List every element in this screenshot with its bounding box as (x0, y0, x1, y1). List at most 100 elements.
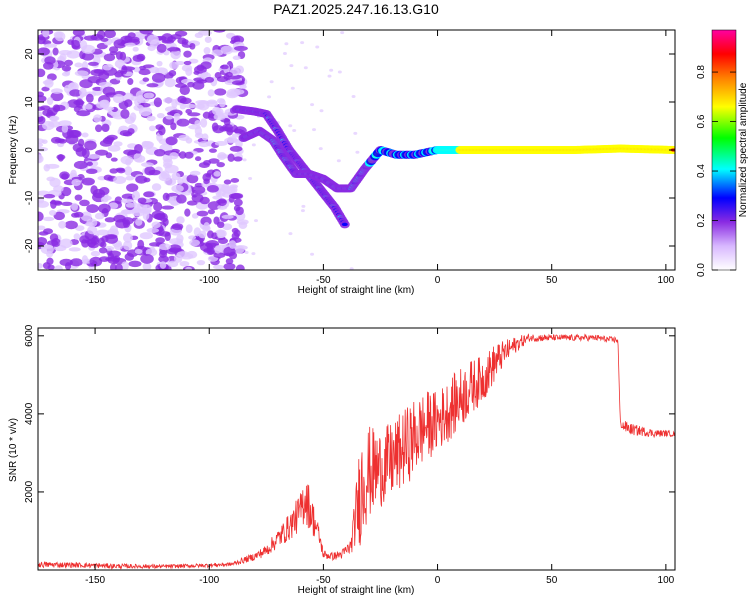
heatmap-cell (207, 89, 215, 97)
heatmap-cell (142, 262, 152, 270)
heatmap-cell (132, 46, 139, 52)
heatmap-cell (92, 86, 103, 91)
heatmap-cell (131, 190, 141, 201)
heatmap-cell (146, 227, 160, 233)
heatmap-cell (195, 99, 209, 105)
heatmap-cell (151, 183, 162, 191)
heatmap-cell (113, 141, 123, 147)
heatmap-cell (81, 148, 90, 159)
heatmap-cell (71, 178, 81, 187)
heatmap-cell (229, 145, 243, 152)
heatmap-cell (83, 35, 98, 41)
heatmap-cell (223, 179, 232, 185)
heatmap-cell (196, 260, 206, 266)
heatmap-cell (121, 261, 129, 270)
heatmap-cell (165, 115, 174, 120)
heatmap-cell (233, 156, 243, 162)
heatmap-cell (148, 169, 161, 176)
heatmap-cell (51, 88, 63, 94)
heatmap-cell (177, 177, 184, 185)
heatmap-cell (128, 260, 142, 268)
heatmap-cell (68, 247, 81, 252)
heatmap-cell (225, 258, 234, 265)
heatmap-cell (220, 45, 234, 55)
heatmap-cell (103, 174, 113, 181)
heatmap-cell (80, 211, 92, 222)
heatmap-cell (115, 51, 123, 60)
heatmap-cell (194, 156, 202, 162)
heatmap-cell (300, 209, 305, 213)
heatmap-cell (38, 142, 44, 148)
heatmap-cell (105, 234, 119, 244)
heatmap-cell (86, 218, 98, 228)
heatmap-cell (214, 245, 222, 254)
heatmap-cell (329, 68, 334, 72)
heatmap-cell (267, 95, 272, 99)
heatmap-cell (149, 66, 160, 74)
colorbar-gradient (711, 29, 737, 271)
heatmap-cell (126, 183, 139, 192)
heatmap-cell (349, 267, 354, 270)
spectrogram-x-axis-label: Height of straight line (km) (298, 285, 415, 296)
heatmap-cell (54, 31, 66, 42)
heatmap-cell (217, 237, 229, 244)
heatmap-cell (251, 252, 256, 256)
heatmap-cell (176, 251, 190, 258)
heatmap-cell (146, 115, 156, 122)
heatmap-cell (196, 210, 209, 217)
heatmap-cell (196, 79, 208, 84)
heatmap-cell (168, 244, 182, 253)
heatmap-cell (73, 160, 88, 170)
heatmap-cell (153, 202, 163, 212)
heatmap-cell (234, 126, 247, 136)
heatmap-cell (52, 47, 59, 56)
colorbar-tick-label: 0.8 (696, 65, 707, 79)
heatmap-cell (98, 71, 110, 80)
heatmap-cell (53, 211, 65, 221)
heatmap-cell (188, 235, 197, 240)
heatmap-cell (38, 68, 46, 78)
heatmap-cell (203, 47, 211, 55)
heatmap-cell (199, 196, 210, 205)
heatmap-cell (107, 145, 121, 152)
heatmap-cell (69, 258, 83, 267)
snr-y-ticks: 2000 4000 6000 (24, 324, 675, 503)
heatmap-cell (235, 264, 245, 270)
heatmap-cell (155, 213, 165, 221)
heatmap-cell (64, 59, 73, 67)
heatmap-cell (156, 43, 167, 53)
heatmap-cell (44, 43, 58, 48)
heatmap-cell (85, 168, 98, 175)
heatmap-cell (170, 200, 179, 206)
heatmap-cell (49, 200, 63, 205)
spectrogram-x-ticks: -150 -100 -50 0 50 100 (85, 30, 675, 286)
heatmap-cell (108, 46, 119, 53)
heatmap-cell (133, 104, 144, 111)
heatmap-cell (151, 72, 166, 83)
heatmap-cell (207, 209, 215, 215)
heatmap-cell (194, 132, 204, 139)
heatmap-cell (96, 229, 110, 236)
heatmap-cell (42, 30, 50, 38)
heatmap-cell (204, 76, 215, 83)
heatmap-cell (96, 30, 106, 40)
heatmap-cell (133, 152, 143, 162)
heatmap-cell (114, 59, 126, 69)
heatmap-cell (184, 103, 197, 109)
heatmap-cell (90, 250, 101, 257)
heatmap-cell (142, 77, 150, 82)
heatmap-cell (86, 204, 99, 213)
heatmap-cell (153, 97, 162, 108)
heatmap-cell (44, 78, 54, 89)
heatmap-cell (61, 201, 73, 207)
heatmap-cell (120, 155, 134, 165)
heatmap-cell (120, 108, 130, 119)
heatmap-cell (204, 36, 212, 44)
y-tick-label: -20 (24, 238, 35, 253)
heatmap-cell (132, 54, 145, 62)
heatmap-cell (203, 222, 210, 231)
heatmap-cell (176, 194, 187, 204)
heatmap-cell (100, 197, 109, 203)
heatmap-cell (188, 124, 201, 130)
heatmap-cell (38, 211, 44, 222)
